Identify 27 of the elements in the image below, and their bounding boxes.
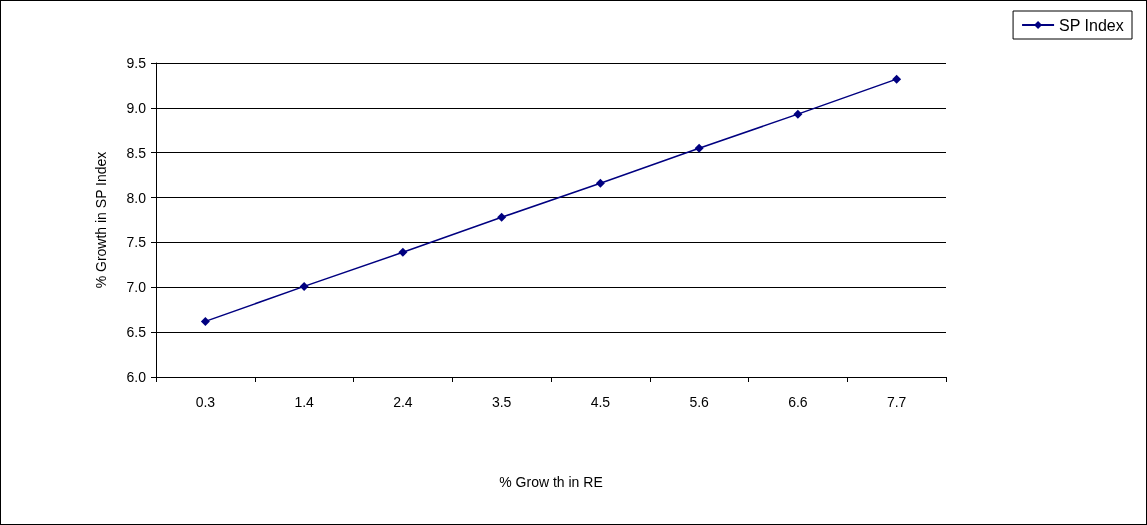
y-tick-label: 9.5 [126,55,147,71]
y-tick-label: 9.0 [126,99,147,116]
point [793,109,803,119]
x-tick-label: 5.6 [689,394,710,410]
point [892,74,902,84]
point [497,212,507,222]
x-tick-label: 7.7 [886,394,907,410]
x-tick-label: 3.5 [491,394,512,410]
x-tick-label: 0.3 [195,394,216,410]
y-tick-label: 7.0 [126,279,147,296]
point [200,316,210,326]
y-tick-label: 7.5 [126,234,147,251]
point [299,281,309,291]
y-tick-label: 6.0 [126,369,147,385]
x-axis-title: % Grow th in RE [499,474,603,490]
x-tick-label: 2.4 [393,394,413,410]
y-tick-label: 8.0 [126,189,147,206]
y-tick-label: 8.5 [126,144,147,161]
x-tick-label: 4.5 [590,394,611,410]
y-axis-title: % Growth in SP Index [93,151,109,289]
point [595,178,605,188]
x-tick-label: 1.4 [294,394,315,410]
point [398,247,408,257]
x-tick-label: 6.6 [788,394,808,410]
y-tick-label: 6.5 [126,324,147,341]
legend-label: SP Index [1059,16,1124,34]
point [694,143,704,153]
